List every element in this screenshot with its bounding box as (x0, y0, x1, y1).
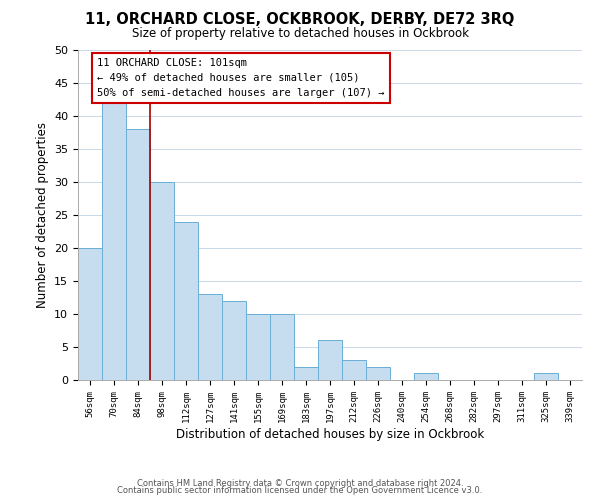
Text: 11 ORCHARD CLOSE: 101sqm
← 49% of detached houses are smaller (105)
50% of semi-: 11 ORCHARD CLOSE: 101sqm ← 49% of detach… (97, 58, 385, 98)
Bar (318, 340, 342, 380)
Text: Size of property relative to detached houses in Ockbrook: Size of property relative to detached ho… (131, 28, 469, 40)
Bar (126, 129, 150, 380)
X-axis label: Distribution of detached houses by size in Ockbrook: Distribution of detached houses by size … (176, 428, 484, 440)
Bar (534, 374, 558, 380)
Bar (246, 314, 270, 380)
Bar (222, 301, 246, 380)
Bar (270, 314, 294, 380)
Text: Contains public sector information licensed under the Open Government Licence v3: Contains public sector information licen… (118, 486, 482, 495)
Bar (198, 294, 222, 380)
Bar (150, 182, 174, 380)
Y-axis label: Number of detached properties: Number of detached properties (35, 122, 49, 308)
Text: 11, ORCHARD CLOSE, OCKBROOK, DERBY, DE72 3RQ: 11, ORCHARD CLOSE, OCKBROOK, DERBY, DE72… (85, 12, 515, 28)
Text: Contains HM Land Registry data © Crown copyright and database right 2024.: Contains HM Land Registry data © Crown c… (137, 478, 463, 488)
Bar (294, 367, 318, 380)
Bar (366, 367, 390, 380)
Bar (78, 248, 102, 380)
Bar (414, 374, 438, 380)
Bar (342, 360, 366, 380)
Bar (102, 103, 126, 380)
Bar (174, 222, 198, 380)
